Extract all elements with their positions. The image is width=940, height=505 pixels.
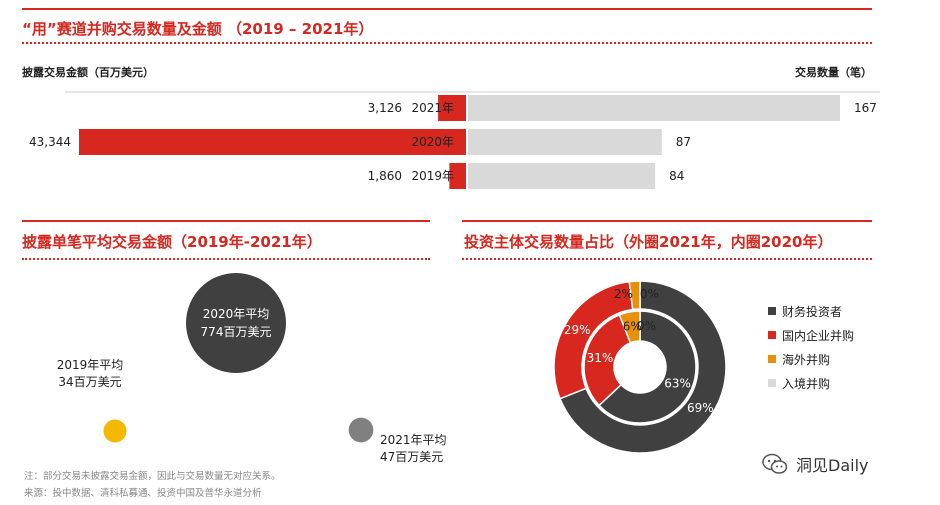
count-bar [468,163,656,189]
left-panel-rule [22,220,430,222]
bubble-2021 [348,417,374,443]
watermark-brand: 洞见Daily [796,456,869,475]
outer-ring-segment [559,280,727,454]
butterfly-bar-chart: 2021年 3,126 167 2020年 43,344 87 2019年 1,860 84 [29,91,880,189]
top-panel-title: “用”赛道并购交易数量及金额 （2019 – 2021年） [22,20,374,38]
outer-ring-label: 29% [564,323,591,337]
top-panel-rule [22,8,872,10]
inner-ring-label: 63% [664,376,691,390]
right-panel-dotted-rule [462,258,872,260]
amount-data-label: 43,344 [29,135,71,149]
right-axis-title: 交易数量（笔） [795,66,872,79]
count-data-label: 84 [669,169,684,183]
top-panel-dotted-rule [22,42,872,44]
watermark: 洞见Daily [762,452,869,476]
donut-legend: 财务投资者 国内企业并购 海外并购 入境并购 [768,299,854,395]
bubble-2020-label-line1: 2020年平均 [203,307,270,321]
left-panel-dotted-rule [22,258,430,260]
bubble-2020-label-line2: 774百万美元 [201,325,272,339]
legend-label: 入境并购 [782,376,831,391]
legend-item: 国内企业并购 [768,323,854,347]
inner-ring-label: 6% [623,320,642,334]
bubble-2020 [186,273,286,373]
count-bar [468,129,662,155]
wechat-icon [762,453,788,474]
legend-label: 国内企业并购 [782,328,855,343]
left-panel-title: 披露单笔平均交易金额（2019年-2021年） [22,233,322,251]
count-data-label: 87 [676,135,691,149]
footnote: 注：部分交易未披露交易金额，因此与交易数量无对应关系。 [24,471,281,482]
legend-item: 财务投资者 [768,299,854,323]
year-label: 2021年 [411,101,454,115]
bubble-2019-label-line2: 34百万美元 [58,375,121,389]
legend-label: 财务投资者 [782,304,843,319]
legend-item: 入境并购 [768,371,854,395]
bubble-2021-label-line1: 2021年平均 [380,433,447,447]
inner-ring-segment [618,310,641,344]
outer-ring-label: 2% [614,287,633,301]
inner-ring-label: 0% [637,319,656,333]
bubble-chart: 2020年平均 774百万美元 2019年平均 34百万美元 2021年平均 47百万美元 [57,273,447,464]
right-panel-title: 投资主体交易数量占比（外圈2021年，内圈2020年） [464,233,833,251]
bubble-2019 [103,419,127,443]
outer-ring-segment [628,280,641,311]
legend-swatch [768,355,776,363]
amount-data-label: 3,126 [368,101,402,115]
amount-data-label: 1,860 [368,169,402,183]
inner-ring-segment [583,313,632,407]
amount-bar [79,129,466,155]
legend-label: 海外并购 [782,352,831,367]
left-axis-title: 披露交易金额（百万美元） [22,66,154,79]
inner-ring-segment [598,310,697,424]
amount-bar [438,95,466,121]
outer-ring-label: 0% [640,287,659,301]
count-data-label: 167 [854,101,877,115]
legend-swatch [768,379,776,387]
inner-ring-label: 31% [587,351,614,365]
legend-item: 海外并购 [768,347,854,371]
right-panel-rule [462,220,872,222]
legend-swatch [768,331,776,339]
legend-swatch [768,307,776,315]
bubble-2021-label-line2: 47百万美元 [380,450,443,464]
outer-ring-label: 69% [687,401,714,415]
double-donut-chart: 69%29%2% 0%63%31%6%0% [553,280,727,454]
year-label: 2020年 [411,135,454,149]
count-bar [468,95,840,121]
year-label: 2019年 [411,169,454,183]
amount-bar [449,163,466,189]
source-note: 来源：投中数据、清科私募通、投资中国及普华永道分析 [24,488,262,499]
bubble-2019-label-line1: 2019年平均 [57,358,124,372]
